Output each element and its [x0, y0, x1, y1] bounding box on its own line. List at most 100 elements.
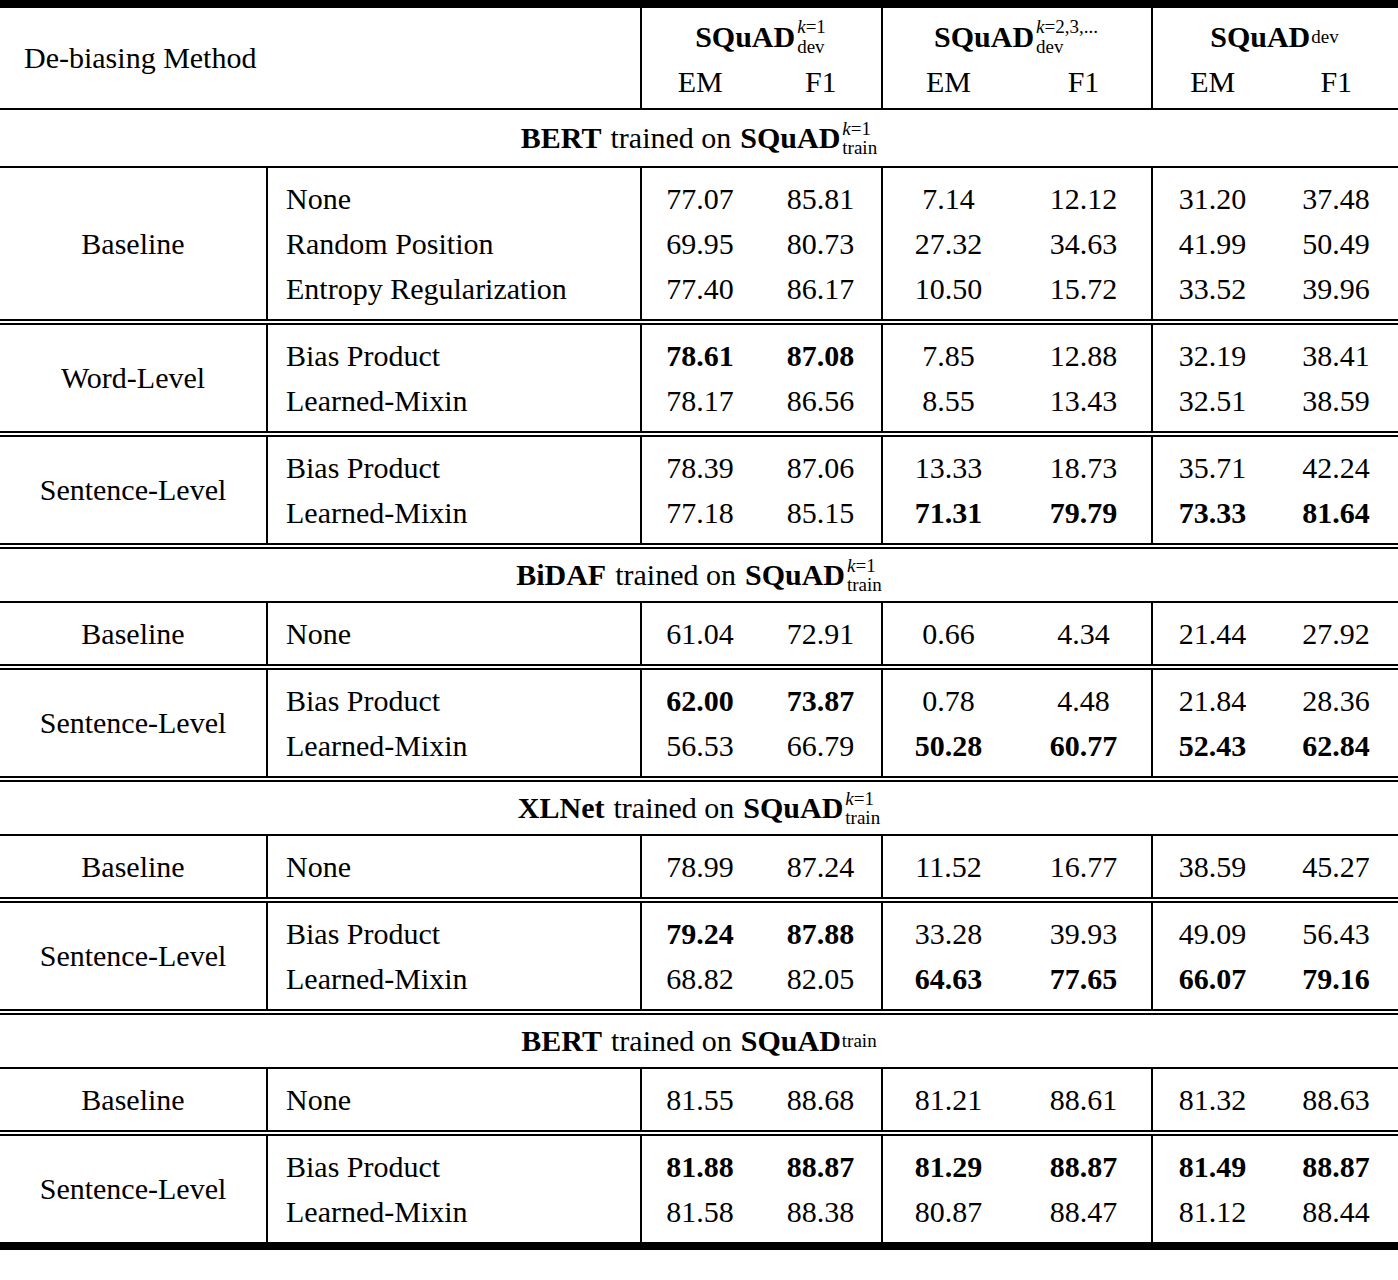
method-cell: Learned-Mixin [266, 723, 640, 768]
metric-headers: EM F1 [640, 65, 881, 108]
value-cell: 79.16 [1274, 956, 1398, 1001]
column-divider [1151, 836, 1153, 897]
category-cell: Word-Level [0, 333, 266, 423]
column-divider [881, 325, 883, 431]
value-cell: 21.44 [1151, 611, 1274, 656]
value-cell: 42.24 [1274, 445, 1398, 490]
column-divider [266, 437, 268, 543]
value-cell: 80.87 [881, 1189, 1016, 1234]
section-title: XLNettrained onSQuADk=1train [0, 776, 1398, 834]
method-cell: Learned-Mixin [266, 378, 640, 423]
subscript: dev [1036, 37, 1063, 56]
column-group-squad-k23-dev: SQuADk=2,3,...dev EM F1 [881, 8, 1151, 108]
value-cell: 78.99 [640, 844, 760, 889]
value-cell: 81.55 [640, 1077, 760, 1122]
value-cell: 87.06 [760, 445, 881, 490]
category-cell: Baseline [0, 611, 266, 656]
value-cell: 81.12 [1151, 1189, 1274, 1234]
value-cell: 88.87 [1016, 1144, 1151, 1189]
value-cell: 88.44 [1274, 1189, 1398, 1234]
value-cell: 81.32 [1151, 1077, 1274, 1122]
column-divider [640, 168, 642, 319]
value-cell: 56.43 [1274, 911, 1398, 956]
row-group: Sentence-LevelBias Product78.3987.0613.3… [0, 431, 1398, 543]
category-cell: Sentence-Level [0, 1144, 266, 1234]
category-cell: Baseline [0, 844, 266, 889]
value-cell: 88.87 [760, 1144, 881, 1189]
row-group: Sentence-LevelBias Product62.0073.870.78… [0, 664, 1398, 776]
row-group: Word-LevelBias Product78.6187.087.8512.8… [0, 319, 1398, 431]
column-divider [881, 903, 883, 1009]
value-cell: 10.50 [881, 266, 1016, 311]
metric-header-em: EM [640, 65, 761, 108]
category-cell: Sentence-Level [0, 445, 266, 535]
row-group-grid: BaselineNone61.0472.910.664.3421.4427.92 [0, 611, 1398, 656]
column-divider [1151, 8, 1153, 108]
superscript-var: k [797, 16, 805, 37]
value-cell: 7.85 [881, 333, 1016, 378]
column-divider [1151, 1136, 1153, 1242]
value-cell: 87.24 [760, 844, 881, 889]
table-header-row: De-biasing Method SQuADk=1dev EM F1 SQuA… [0, 8, 1398, 108]
column-divider [1151, 325, 1153, 431]
column-divider [881, 1136, 883, 1242]
column-divider [881, 1069, 883, 1130]
method-cell: Bias Product [266, 678, 640, 723]
value-cell: 13.43 [1016, 378, 1151, 423]
value-cell: 4.34 [1016, 611, 1151, 656]
section-title: BiDAFtrained onSQuADk=1train [0, 543, 1398, 601]
section-model-name: BERT [521, 1024, 602, 1058]
value-cell: 0.78 [881, 678, 1016, 723]
dataset-name: SQuAD [741, 1024, 841, 1058]
dataset-name: SQuAD [740, 121, 840, 155]
value-cell: 32.51 [1151, 378, 1274, 423]
value-cell: 18.73 [1016, 445, 1151, 490]
method-cell: None [266, 844, 640, 889]
value-cell: 87.08 [760, 333, 881, 378]
category-cell: Sentence-Level [0, 678, 266, 768]
dataset-scripts: k=1train [847, 556, 882, 595]
paper-results-table-page: De-biasing Method SQuADk=1dev EM F1 SQuA… [0, 0, 1398, 1250]
column-divider [640, 8, 642, 108]
value-cell: 50.49 [1274, 221, 1398, 266]
method-cell: Entropy Regularization [266, 266, 640, 311]
column-divider [266, 1136, 268, 1242]
dataset-name: SQuAD [745, 558, 845, 592]
method-cell: Random Position [266, 221, 640, 266]
column-divider [1151, 603, 1153, 664]
metric-header-em: EM [1151, 65, 1275, 108]
value-cell: 35.71 [1151, 445, 1274, 490]
column-divider [1151, 670, 1153, 776]
superscript-rest: =1 [854, 788, 874, 809]
value-cell: 73.87 [760, 678, 881, 723]
value-cell: 77.07 [640, 176, 760, 221]
value-cell: 81.49 [1151, 1144, 1274, 1189]
dataset-scripts: k=1train [845, 789, 880, 828]
superscript: k=1 [845, 789, 874, 808]
section-title-text: trained on [615, 558, 736, 592]
value-cell: 0.66 [881, 611, 1016, 656]
column-divider [266, 1069, 268, 1130]
column-header-debiasing-method: De-biasing Method [0, 8, 640, 108]
value-cell: 79.24 [640, 911, 760, 956]
value-cell: 28.36 [1274, 678, 1398, 723]
method-cell: Bias Product [266, 333, 640, 378]
value-cell: 85.15 [760, 490, 881, 535]
value-cell: 66.79 [760, 723, 881, 768]
method-cell: Bias Product [266, 911, 640, 956]
row-group: Sentence-LevelBias Product79.2487.8833.2… [0, 897, 1398, 1009]
value-cell: 78.17 [640, 378, 760, 423]
column-divider [266, 168, 268, 319]
value-cell: 38.41 [1274, 333, 1398, 378]
column-divider [640, 1136, 642, 1242]
value-cell: 81.29 [881, 1144, 1016, 1189]
superscript: k=1 [847, 556, 876, 575]
superscript-rest: =1 [806, 16, 826, 37]
column-divider [1151, 903, 1153, 1009]
value-cell: 38.59 [1151, 844, 1274, 889]
column-divider [640, 1069, 642, 1130]
value-cell: 88.47 [1016, 1189, 1151, 1234]
value-cell: 41.99 [1151, 221, 1274, 266]
superscript: k=2,3,... [1036, 17, 1098, 36]
value-cell: 78.39 [640, 445, 760, 490]
